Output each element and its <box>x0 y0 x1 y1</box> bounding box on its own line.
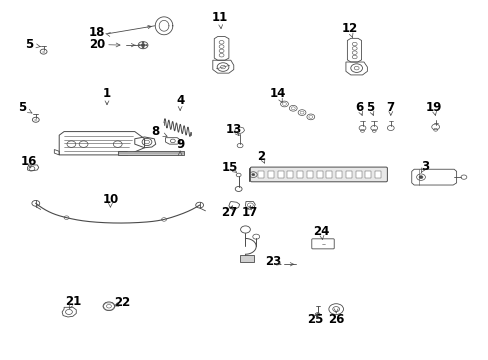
Text: 5: 5 <box>25 38 33 51</box>
Circle shape <box>139 44 141 46</box>
Text: 24: 24 <box>313 225 329 238</box>
Text: 9: 9 <box>176 138 184 151</box>
Text: 17: 17 <box>241 206 257 219</box>
Text: 19: 19 <box>425 101 441 114</box>
Text: 1: 1 <box>102 87 111 100</box>
Bar <box>258 171 264 178</box>
Circle shape <box>141 44 145 46</box>
Text: 27: 27 <box>220 206 237 219</box>
Circle shape <box>251 174 254 176</box>
Bar <box>287 171 293 178</box>
Bar <box>335 171 341 178</box>
Text: 11: 11 <box>212 12 228 24</box>
Text: 5: 5 <box>19 101 27 114</box>
Text: 13: 13 <box>225 122 242 136</box>
Bar <box>297 171 303 178</box>
Text: 10: 10 <box>102 193 118 206</box>
Text: 4: 4 <box>176 94 184 107</box>
Text: 2: 2 <box>257 150 265 163</box>
Bar <box>374 171 380 178</box>
Text: 18: 18 <box>89 26 105 39</box>
Bar <box>267 171 273 178</box>
Text: 21: 21 <box>64 295 81 308</box>
Text: 22: 22 <box>114 296 130 309</box>
Text: 5: 5 <box>366 101 374 114</box>
Bar <box>239 255 254 262</box>
Circle shape <box>142 42 144 43</box>
Text: 14: 14 <box>269 87 285 100</box>
Text: 25: 25 <box>306 312 323 326</box>
Text: 20: 20 <box>89 38 105 51</box>
Text: 8: 8 <box>151 125 160 138</box>
Text: 12: 12 <box>341 22 357 35</box>
Bar <box>118 150 183 155</box>
Bar <box>365 171 370 178</box>
Circle shape <box>145 44 147 46</box>
Text: 16: 16 <box>21 155 37 168</box>
Circle shape <box>142 47 144 48</box>
FancyBboxPatch shape <box>250 167 386 182</box>
Text: 26: 26 <box>327 312 344 326</box>
Bar <box>306 171 312 178</box>
Bar <box>355 171 361 178</box>
Text: 6: 6 <box>354 101 363 114</box>
Bar <box>277 171 283 178</box>
Circle shape <box>418 176 422 179</box>
Text: 23: 23 <box>264 255 280 268</box>
Text: 15: 15 <box>221 161 238 174</box>
Text: 7: 7 <box>386 101 394 114</box>
Text: 3: 3 <box>420 160 428 173</box>
Bar <box>316 171 322 178</box>
Bar <box>326 171 331 178</box>
Bar <box>345 171 351 178</box>
